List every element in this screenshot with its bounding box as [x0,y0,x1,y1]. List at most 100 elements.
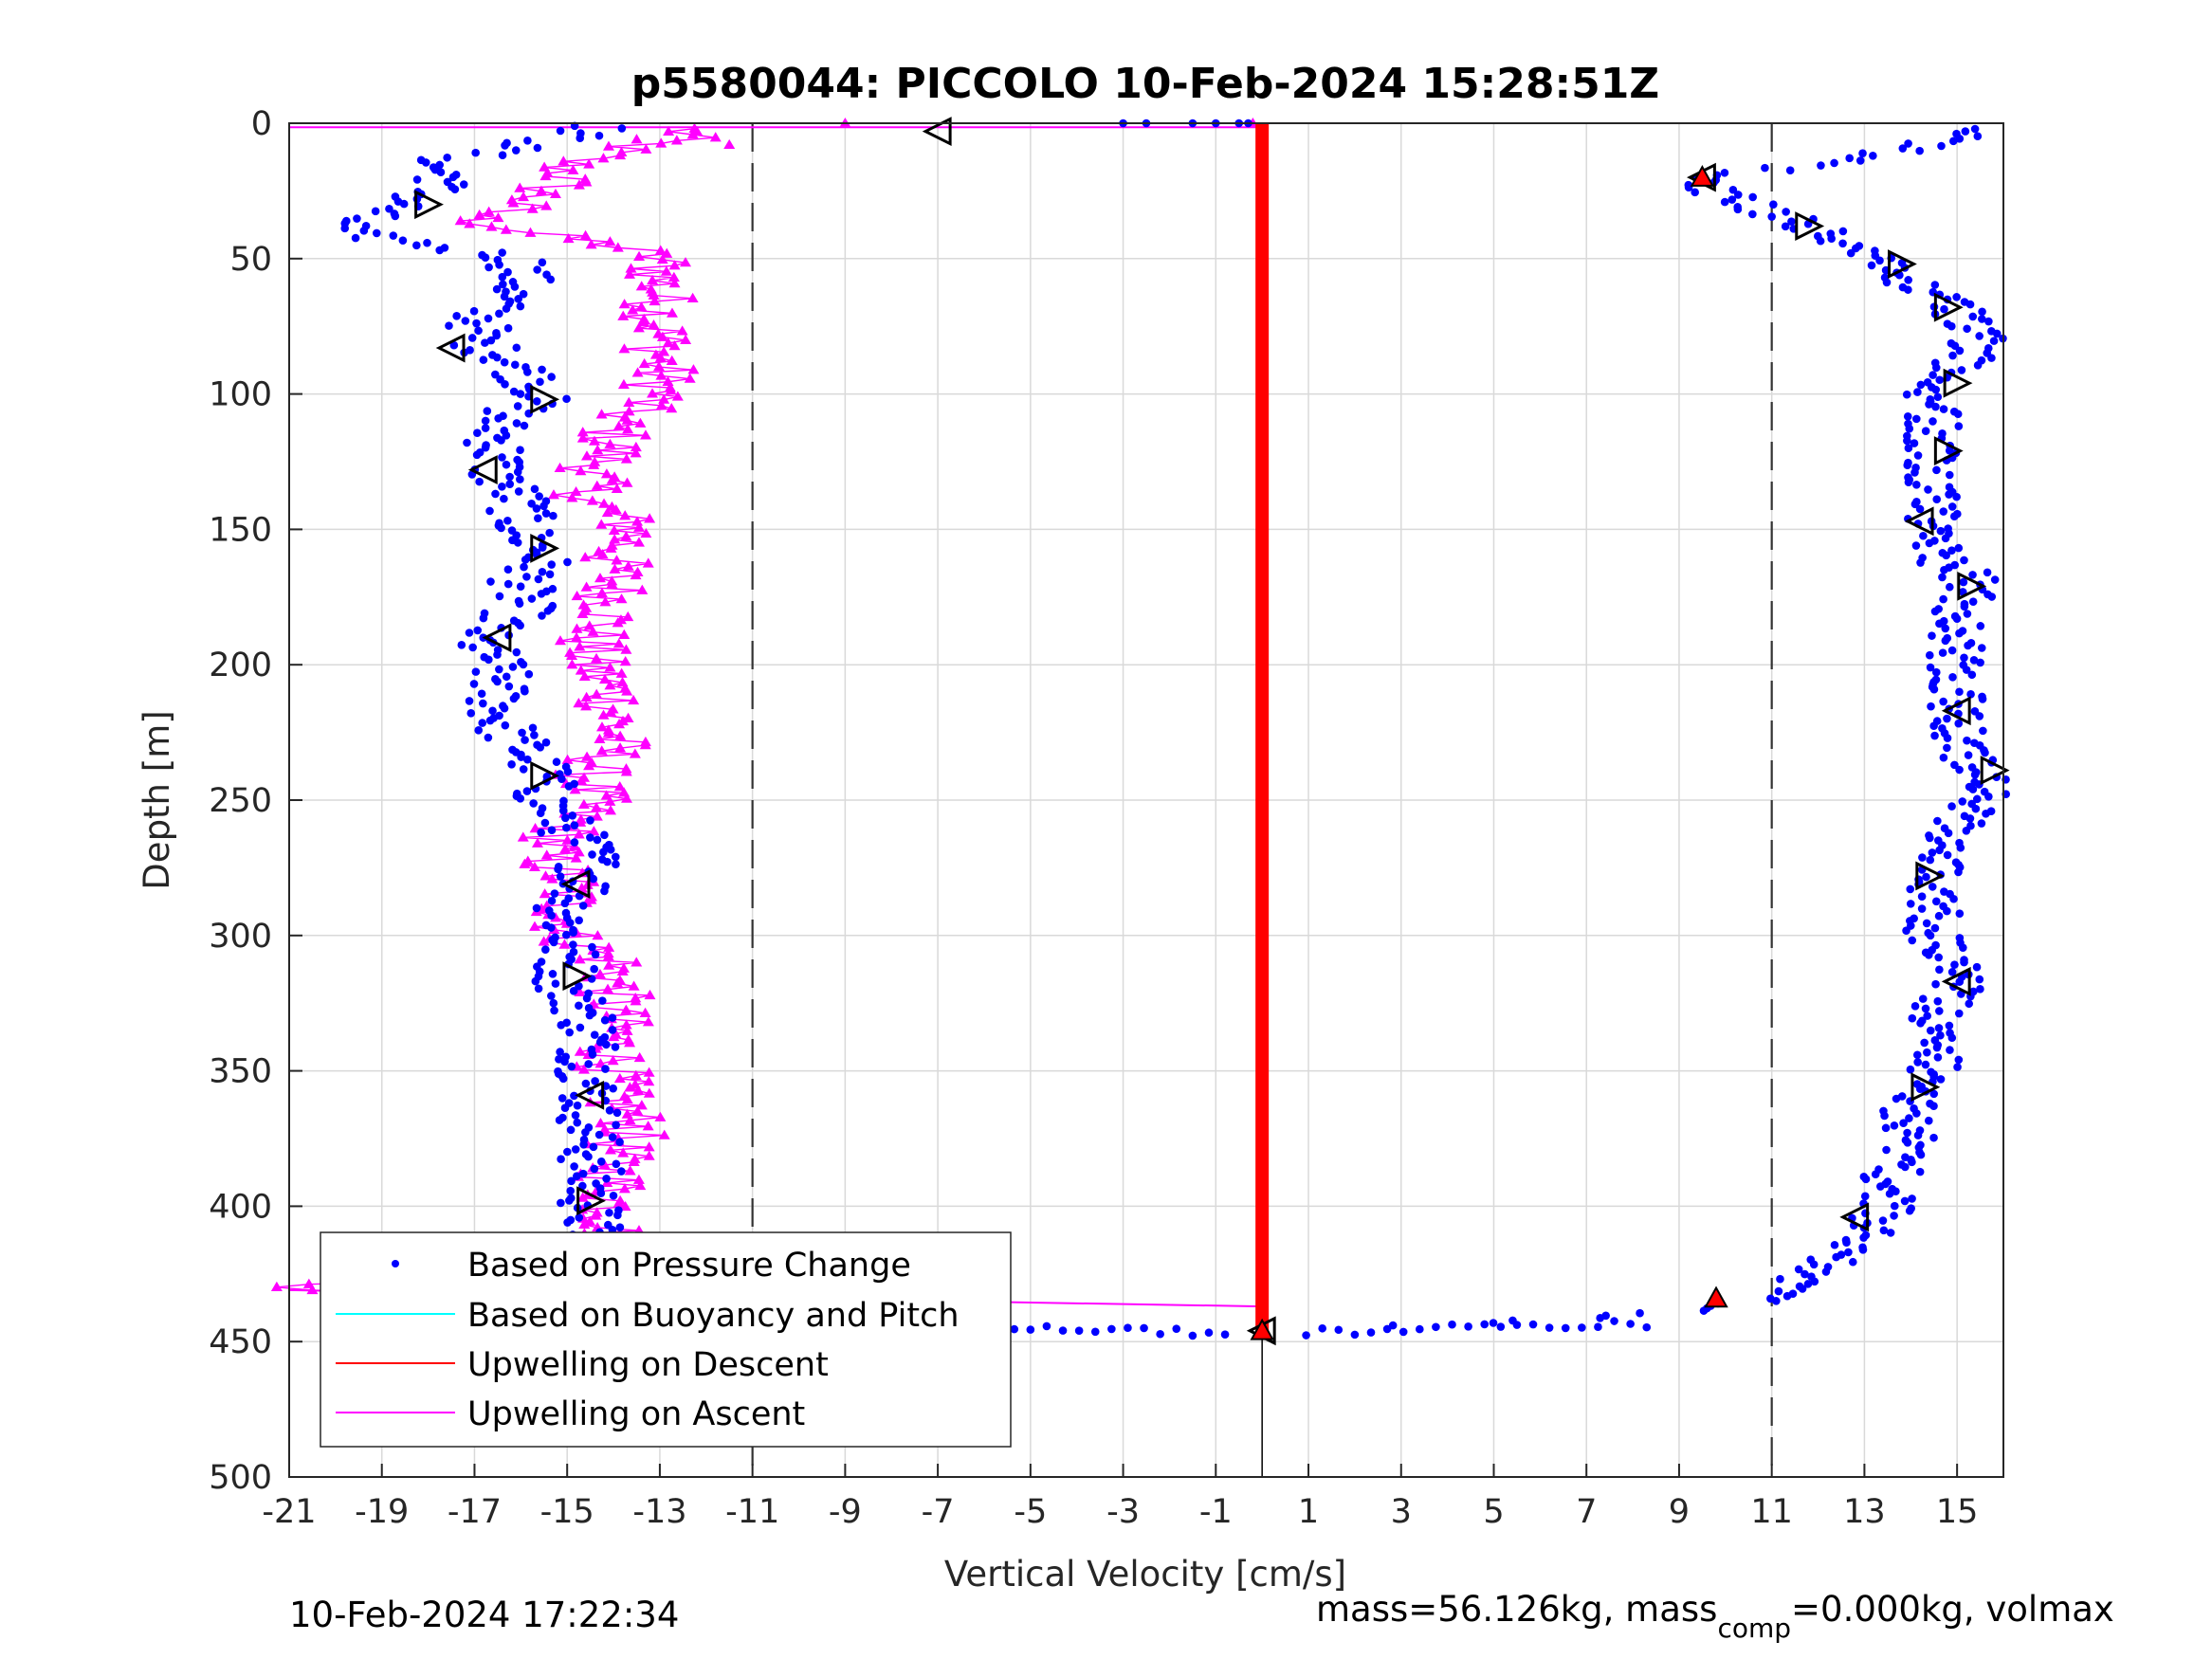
pressure-point [603,857,612,866]
pressure-point [412,175,422,184]
pressure-point [484,263,493,272]
pressure-point [1936,526,1946,536]
upwelling-ascent-point [613,781,626,792]
pressure-point [543,607,553,615]
y-axis-ticks: 0 50 100 150 200 250 300 350 400 450 500 [209,105,302,1497]
pressure-point [533,143,542,153]
upwelling-ascent-point [630,1069,642,1080]
pressure-point [548,970,558,978]
pressure-point [563,557,572,567]
upwelling-ascent-point [723,138,736,150]
pressure-point [510,283,520,291]
upwelling-ascent-point [665,385,677,395]
upwelling-ascent-point [631,134,643,144]
pressure-point [516,621,524,630]
upwelling-ascent-point [611,555,623,565]
pressure-point [1939,507,1948,516]
upwelling-ascent-point [647,388,659,398]
pressure-point [532,903,541,913]
pressure-point [608,1026,617,1034]
pressure-point [1880,273,1890,283]
pressure-point [1860,1192,1870,1201]
pressure-point [1945,582,1954,592]
pressure-point [1908,1013,1917,1023]
pressure-point [445,321,453,330]
pressure-point [1879,1226,1889,1235]
upwelling-ascent-point [619,1200,631,1212]
pressure-point [1932,465,1941,475]
pressure-point [1837,1250,1846,1259]
pressure-point [514,295,522,303]
pressure-point [535,492,543,501]
pressure-point [1867,261,1876,270]
pressure-point [491,370,500,379]
pressure-point [1913,388,1922,396]
pressure-point [1925,831,1933,840]
pressure-point [1886,1229,1895,1237]
upwelling-ascent-point [654,352,667,362]
upwelling-ascent-point [594,968,606,979]
pressure-point [1859,1172,1869,1181]
pressure-point [1882,1145,1891,1155]
pressure-point [547,911,556,920]
pressure-point [1830,1240,1839,1249]
upwelling-ascent-point [588,826,600,836]
pressure-point [1936,1075,1946,1084]
pressure-point [1943,714,1951,723]
pressure-point [479,699,487,708]
pressure-point [557,1021,566,1030]
pressure-point [612,1159,621,1169]
upwelling-ascent-point [634,417,647,428]
upwelling-ascent-point [656,253,668,264]
pressure-point [353,214,361,223]
pressure-point [486,336,496,345]
pressure-point [502,672,511,682]
pressure-point [1938,428,1947,438]
pressure-point [511,146,521,155]
pressure-point [1986,807,1996,816]
pressure-point [1855,242,1864,250]
pressure-point [1990,575,2000,584]
upwelling-ascent-point [604,805,616,815]
pressure-point [1950,760,1959,770]
pressure-point [1976,658,1984,667]
pressure-point [600,1015,610,1025]
pressure-point [1939,902,1947,911]
y-tick-label: 300 [209,918,272,956]
pressure-point [1977,819,1986,828]
pressure-point [1989,337,1999,345]
upwelling-ascent-point [628,694,640,705]
pressure-point [1928,631,1936,640]
pressure-point [1496,1322,1506,1331]
pressure-point [548,584,558,593]
pressure-point [505,472,514,482]
pressure-point [578,902,588,910]
pressure-point [1934,953,1943,962]
pressure-point [1959,577,1968,587]
pressure-point [1912,414,1921,424]
pressure-point [1910,1002,1920,1011]
pressure-point [1946,1046,1954,1054]
pressure-point [1594,1322,1602,1331]
pressure-point [467,334,477,342]
pressure-point [1172,1324,1181,1333]
pressure-point [1939,616,1948,626]
upwelling-ascent-point [566,492,578,502]
upwelling-ascent-point [590,1210,602,1220]
pressure-point [600,830,609,840]
pressure-point [1935,1007,1944,1015]
pressure-point [1888,1184,1896,1194]
pressure-point [549,998,558,1008]
pressure-point [552,757,561,767]
pressure-point [1883,1177,1892,1186]
pressure-point [1918,554,1927,562]
pressure-point [1963,324,1971,334]
pressure-point [1965,782,1974,792]
pressure-point [1781,222,1790,231]
x-tick-label: 9 [1669,1493,1690,1531]
pressure-point [1220,1330,1230,1339]
pressure-point [1960,298,1969,306]
upwelling-ascent-point [576,427,589,437]
pressure-point [1204,1328,1214,1338]
pressure-point [570,821,579,830]
